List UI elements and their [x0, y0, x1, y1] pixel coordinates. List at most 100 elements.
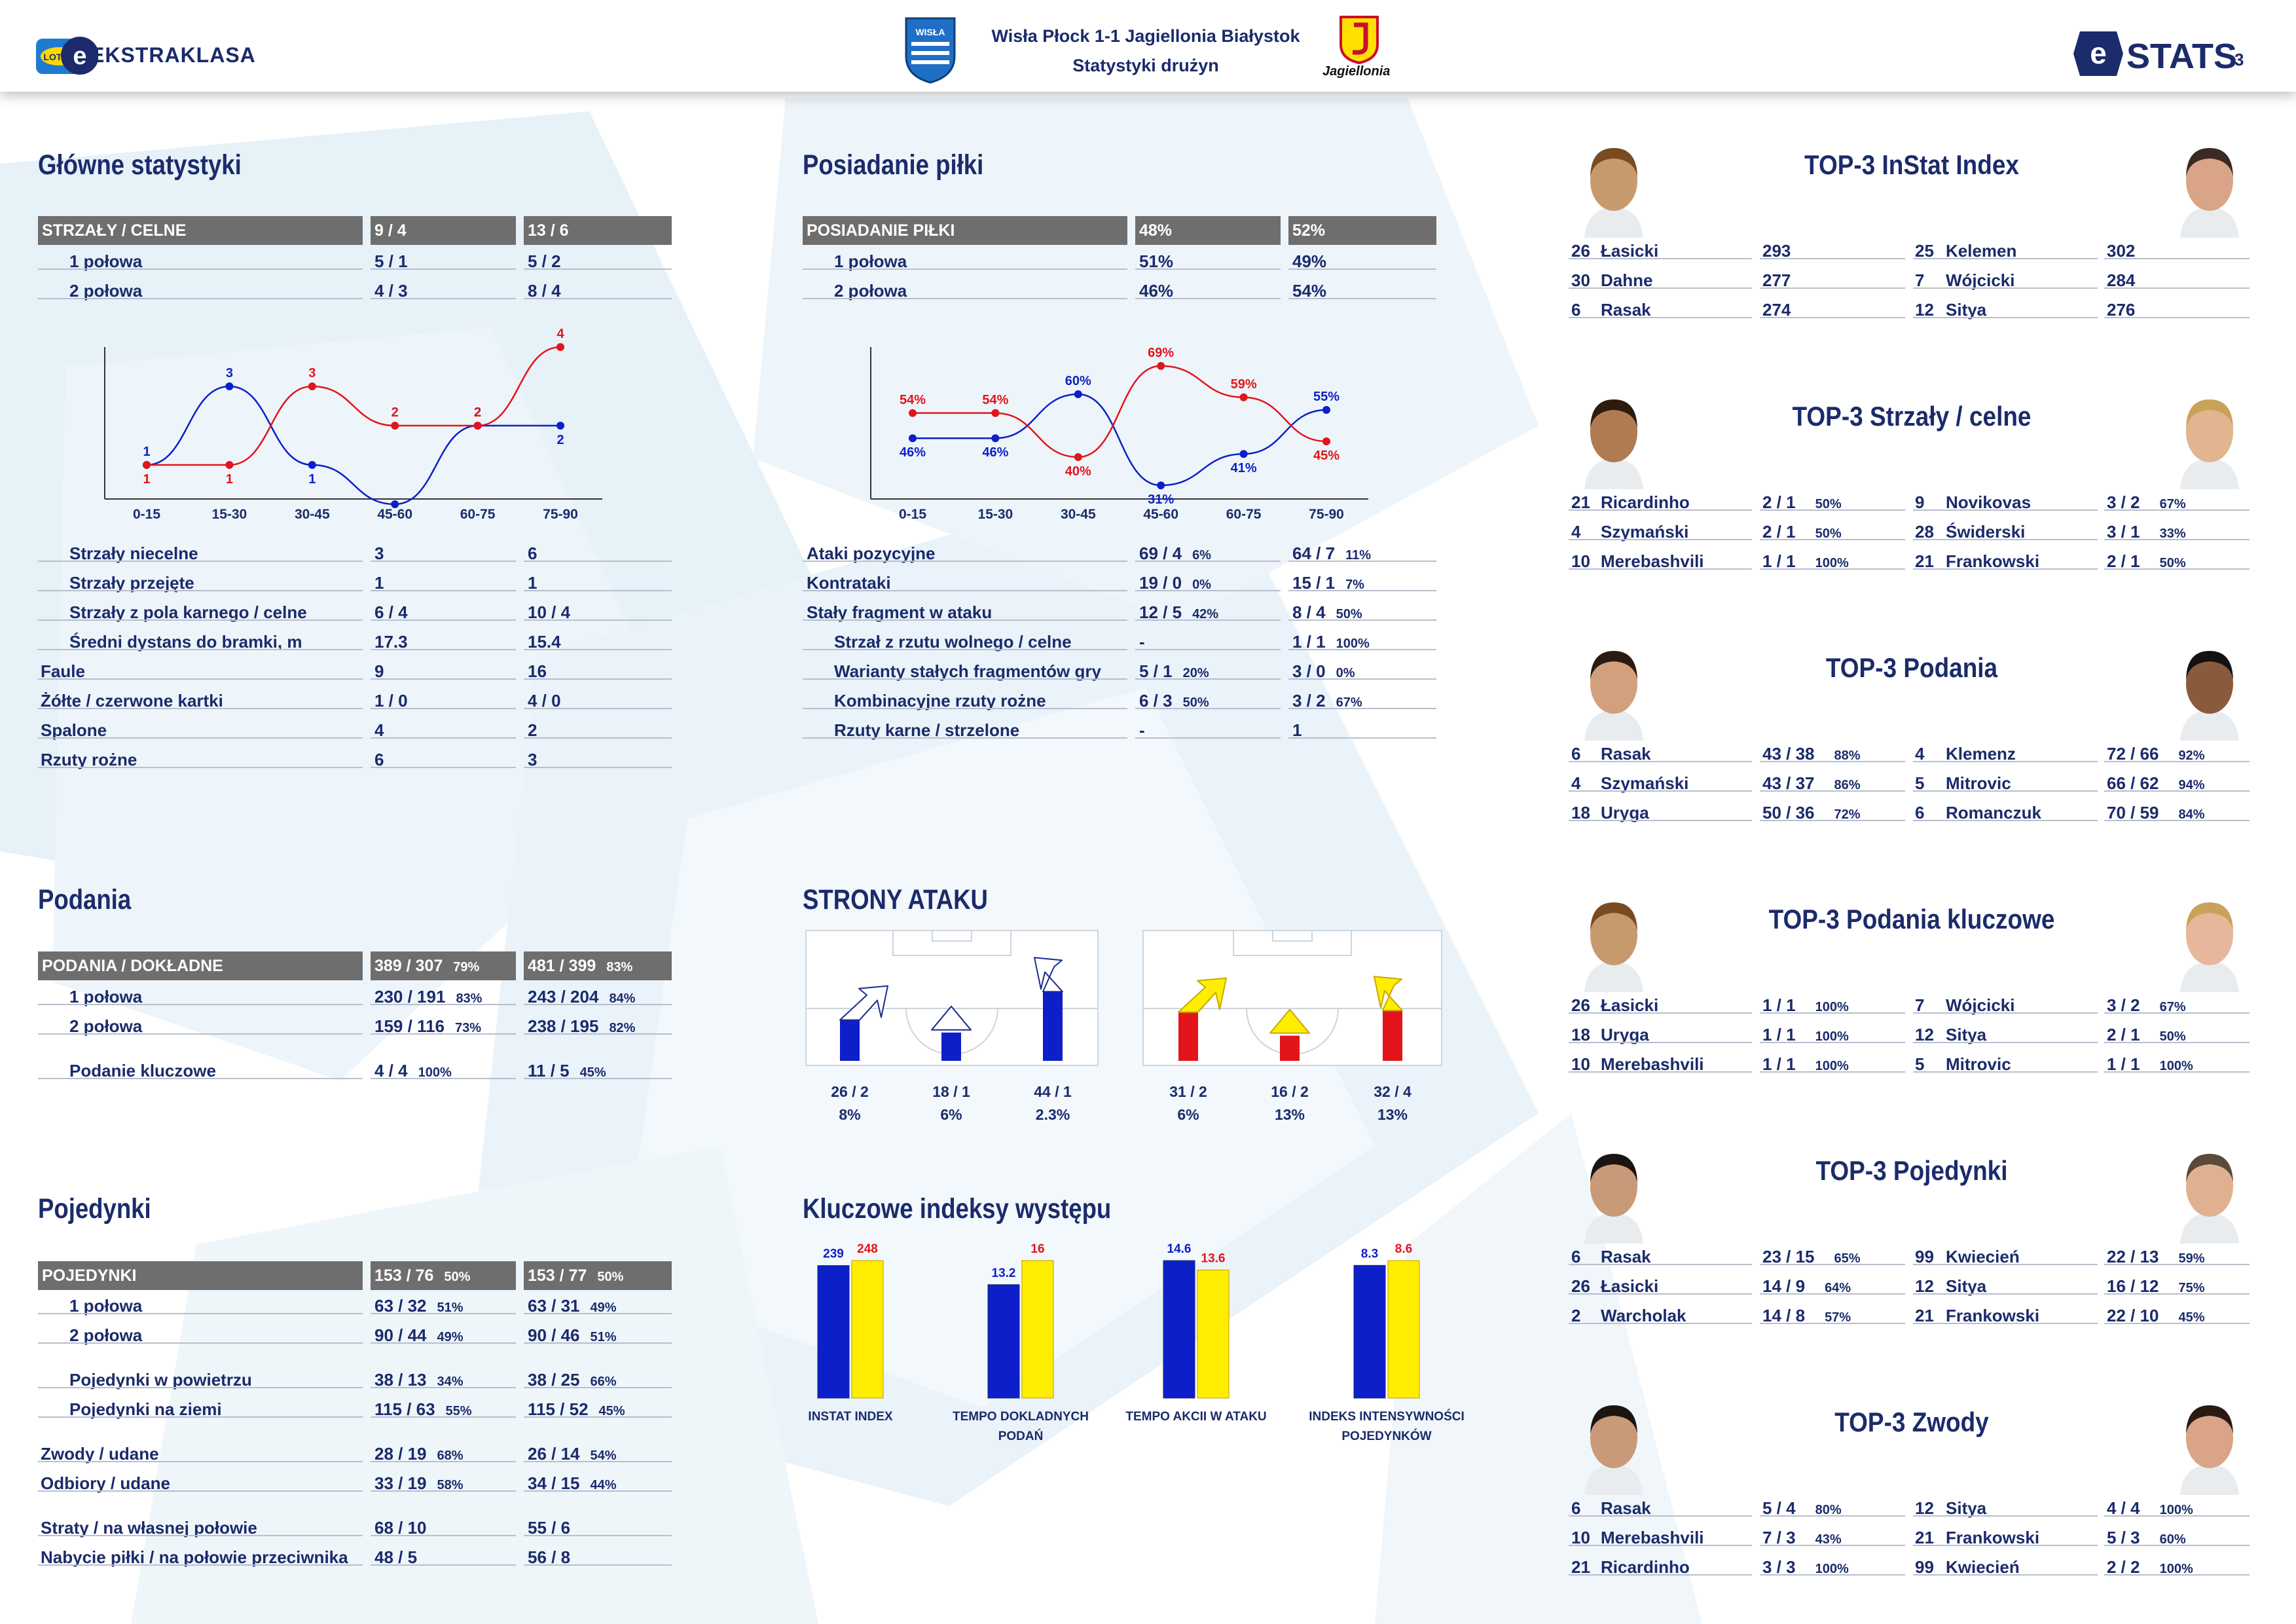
attack-side-pct: 8% — [839, 1106, 860, 1123]
avatar-shoulders — [1584, 1464, 1643, 1495]
top3-home-value: 1 / 1 100% — [1762, 1054, 1849, 1074]
pojedynki-header-away: 153 / 77 50% — [524, 1261, 672, 1290]
row-divider — [1135, 619, 1281, 621]
row-divider — [803, 590, 1127, 591]
top3-row-divider — [2104, 1545, 2250, 1546]
row-divider — [803, 268, 1127, 270]
top3-away-name: Kelemen — [1946, 241, 2017, 261]
data-point — [1322, 437, 1330, 445]
top3-row-divider — [1760, 1515, 1905, 1517]
away-index-bar — [1387, 1260, 1420, 1399]
top3-home-value: 7 / 3 43% — [1762, 1528, 1842, 1547]
top3-away-pct: 50% — [2159, 1029, 2186, 1044]
top3-away-pct: 60% — [2159, 1532, 2186, 1547]
top3-away-number: 21 — [1915, 1306, 1934, 1325]
data-point — [1239, 393, 1248, 401]
row-divider — [38, 1564, 363, 1566]
avatar-hair — [1590, 399, 1637, 428]
page-number: 3 — [2234, 50, 2244, 69]
top3-away-number: 9 — [1915, 492, 1925, 512]
row-divider — [524, 1461, 672, 1462]
player-avatar — [2180, 902, 2239, 992]
row-divider — [38, 268, 363, 270]
top3-row-divider — [1913, 1515, 2098, 1517]
row-divider — [1288, 737, 1436, 739]
top3-row-divider — [2104, 1071, 2250, 1073]
top3-home-number: 26 — [1571, 241, 1590, 261]
home-index-bar — [817, 1265, 850, 1399]
avatar-face — [2186, 151, 2233, 211]
top3-row-divider — [1760, 509, 1905, 511]
svg-text:WISŁA: WISŁA — [915, 27, 945, 37]
top3-row-divider — [1913, 790, 2098, 792]
top3-away-number: 99 — [1915, 1247, 1934, 1266]
row-divider — [1135, 737, 1281, 739]
page-subtitle: Statystyki drużyn — [1072, 56, 1219, 75]
row-divider — [524, 649, 672, 650]
avatar-shoulders — [1584, 458, 1643, 489]
data-point — [991, 409, 1000, 417]
avatar-hair — [2186, 902, 2233, 931]
row-divider — [371, 649, 516, 650]
top3-away-pct: 45% — [2178, 1310, 2205, 1325]
row-divider — [371, 298, 516, 299]
away-index-bar — [851, 1260, 884, 1399]
top3-home-number: 18 — [1571, 803, 1590, 822]
series-line — [913, 365, 1327, 458]
home-index-value: 8.3 — [1361, 1247, 1378, 1261]
x-tick-label: 75-90 — [543, 507, 578, 522]
top3-row-divider — [1569, 1574, 1752, 1576]
podania-header-label: PODANIA / DOKŁADNE — [38, 951, 363, 980]
row-divider — [1288, 678, 1436, 680]
possession-line-chart: 0-15 15-30 30-45 45-60 60-75 75-90 46% 46% 60% 31… — [870, 346, 1368, 522]
data-point — [909, 409, 917, 417]
top3-row-divider — [1760, 1293, 1905, 1295]
attack-side-pct: 6% — [1177, 1106, 1199, 1123]
data-label: 46% — [900, 445, 926, 460]
top3-home-pct: 100% — [1815, 556, 1849, 570]
top3-away-number: 7 — [1915, 270, 1925, 290]
top3-row-divider — [1569, 509, 1752, 511]
top3-away-pct: 50% — [2159, 556, 2186, 570]
top3-home-value: 14 / 8 57% — [1762, 1306, 1851, 1325]
top3-row-divider — [2104, 761, 2250, 762]
top3-row-divider — [1569, 1293, 1752, 1295]
data-label: 46% — [982, 445, 1008, 460]
attack-side-bar — [1280, 1035, 1300, 1061]
row-divider — [371, 1004, 516, 1005]
row-divider — [524, 1416, 672, 1418]
avatar-face — [2186, 905, 2233, 965]
avatar-shoulders — [1584, 961, 1643, 992]
top3-row-divider — [2104, 258, 2250, 259]
top3-row-divider — [1913, 509, 2098, 511]
data-point — [308, 382, 316, 390]
data-point — [556, 343, 564, 351]
top3-row-divider — [1760, 1042, 1905, 1043]
top3-row-divider — [1760, 287, 1905, 289]
top3-home-name: Uryga — [1601, 803, 1649, 822]
index-category-label: PODAŃ — [998, 1429, 1044, 1443]
player-avatar — [1584, 399, 1643, 489]
top3-away-value: 22 / 10 45% — [2107, 1306, 2205, 1325]
row-divider — [38, 1461, 363, 1462]
top3-row-divider — [1760, 1545, 1905, 1546]
top3-home-number: 10 — [1571, 551, 1590, 571]
data-label: 59% — [1231, 377, 1257, 392]
data-point — [308, 461, 316, 469]
row-divider — [803, 649, 1127, 650]
row-divider — [371, 268, 516, 270]
attack-side-bar — [840, 1020, 860, 1061]
top3-away-value: 5 / 3 60% — [2107, 1528, 2186, 1547]
data-point — [556, 422, 564, 430]
avatar-hair — [1590, 651, 1637, 680]
top3-row-divider — [2104, 1293, 2250, 1295]
row-divider — [38, 1078, 363, 1079]
top3-home-value: 2 / 1 50% — [1762, 522, 1842, 542]
top3-away-number: 5 — [1915, 1054, 1925, 1074]
row-divider — [371, 708, 516, 709]
away-index-bar — [1021, 1260, 1054, 1399]
top3-row-divider — [2104, 1515, 2250, 1517]
row-divider — [1288, 561, 1436, 562]
top3-home-name: Rasak — [1601, 300, 1651, 320]
